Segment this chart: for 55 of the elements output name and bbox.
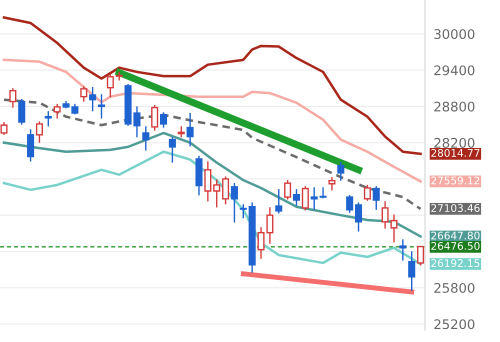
line-series — [2, 16, 422, 156]
y-tick-label: 29400 — [434, 65, 474, 76]
candlestick — [36, 121, 43, 143]
candlestick — [292, 189, 300, 206]
candlestick — [89, 86, 96, 112]
candlestick — [18, 99, 26, 125]
data-label: 26647.80 — [431, 232, 480, 240]
candlestick — [151, 105, 158, 131]
candlestick — [186, 112, 194, 146]
candlestick — [390, 214, 398, 242]
candlestick — [310, 187, 318, 210]
candlestick — [222, 176, 230, 204]
y-tick-label: 28800 — [434, 102, 474, 112]
candlestick — [364, 184, 371, 201]
candlestick — [284, 180, 292, 200]
y-tick-label: 25800 — [434, 282, 474, 293]
candlestick — [0, 122, 8, 135]
candlestick — [354, 202, 362, 232]
candlestick — [417, 246, 424, 266]
candlestick — [337, 162, 344, 181]
line-series — [2, 150, 422, 266]
candlestick — [168, 137, 176, 163]
y-tick-label: 28200 — [434, 138, 474, 148]
candlestick — [44, 111, 52, 126]
candlestick — [27, 129, 34, 162]
candlestick — [399, 239, 406, 261]
ref-line-label: 26476.50 — [431, 242, 480, 250]
candlestick — [71, 104, 78, 114]
candlestick — [98, 94, 106, 119]
candlestick — [257, 227, 265, 259]
line-series — [2, 132, 422, 238]
candlestick — [54, 104, 61, 119]
line-series — [2, 98, 422, 210]
candlestick — [160, 112, 168, 128]
line-series — [2, 58, 422, 183]
data-label: 26192.15 — [431, 259, 480, 268]
candlestick — [142, 126, 150, 151]
candlestick — [9, 88, 16, 108]
data-label: 27559.12 — [431, 176, 480, 184]
candlestick — [178, 126, 185, 138]
candlestick — [275, 189, 282, 214]
candlestick — [382, 201, 389, 229]
candlestick — [302, 186, 309, 210]
candlestick — [408, 251, 416, 291]
y-tick-label: 30000 — [434, 29, 474, 40]
candlestick — [133, 106, 140, 138]
candlestick — [372, 186, 380, 210]
candlestick — [328, 177, 336, 190]
data-label: 27103.46 — [431, 204, 480, 212]
candlestick — [80, 86, 88, 102]
candlestick — [230, 183, 238, 223]
y-tick-label: 25200 — [434, 319, 474, 330]
candlestick — [266, 207, 274, 244]
candlestick — [346, 195, 354, 213]
data-label: 28014.77 — [431, 148, 480, 157]
